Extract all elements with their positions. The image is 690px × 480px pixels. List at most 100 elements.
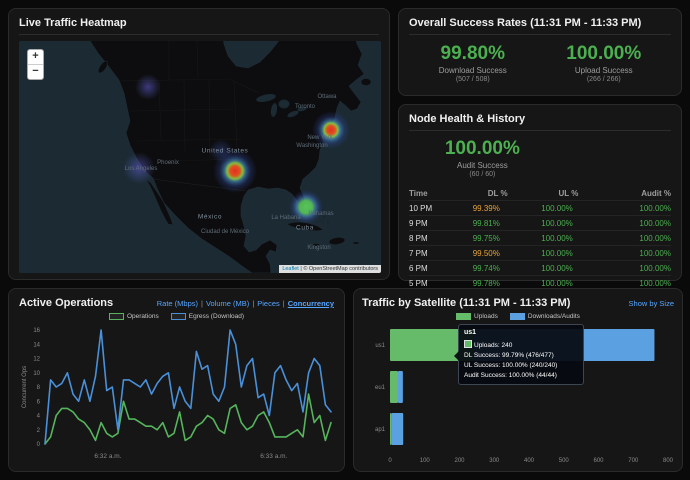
svg-text:800: 800 <box>663 458 674 464</box>
col-header-time: Time <box>409 189 451 198</box>
svg-text:us1: us1 <box>375 343 385 349</box>
col-header-audit: Audit % <box>592 189 671 198</box>
table-cell: 99.50% <box>451 249 522 258</box>
svg-text:500: 500 <box>559 458 570 464</box>
upload-success-value: 100.00% <box>566 43 641 65</box>
svg-text:0: 0 <box>37 442 41 448</box>
table-cell: 100.00% <box>522 249 593 258</box>
table-cell: 100.00% <box>522 219 593 228</box>
metric-link-concurrency[interactable]: Concurrency <box>288 299 334 308</box>
svg-text:eu1: eu1 <box>375 385 386 391</box>
audit-success-value: 100.00% <box>409 138 556 160</box>
svg-text:0: 0 <box>388 458 392 464</box>
svg-text:100: 100 <box>420 458 431 464</box>
table-cell: 99.75% <box>451 234 522 243</box>
table-row: 7 PM99.50%100.00%100.00% <box>409 245 671 260</box>
panel-node-health: Node Health & History 100.00% Audit Succ… <box>398 104 682 281</box>
legend-swatch <box>171 313 186 320</box>
zoom-out-button[interactable]: − <box>28 65 43 79</box>
metric-link-volume-mb[interactable]: Volume (MB) <box>206 299 249 308</box>
map-attribution: Leaflet | © OpenStreetMap contributors <box>279 265 381 273</box>
satellite-bar-chart[interactable]: 0100200300400500600700800us1eu1ap1 us1 U… <box>362 322 674 477</box>
ops-panel-title: Active Operations <box>19 297 113 311</box>
table-cell: 100.00% <box>522 279 593 288</box>
legend-item-egress-download[interactable]: Egress (Download) <box>171 313 244 320</box>
download-success-label: Download Success <box>439 66 507 75</box>
table-cell: 100.00% <box>592 264 671 273</box>
svg-text:400: 400 <box>524 458 535 464</box>
panel-traffic-by-satellite: Traffic by Satellite (11:31 PM - 11:33 P… <box>353 288 683 472</box>
ops-chart-svg: 0246810121416Concurrent Ops6:32 a.m.6:33… <box>19 322 336 472</box>
upload-success-stat: 100.00% Upload Success (266 / 266) <box>566 43 641 83</box>
table-cell: 99.81% <box>451 219 522 228</box>
bar-ap1-uploads[interactable] <box>390 413 391 445</box>
link-separator: | <box>201 299 203 308</box>
svg-text:2: 2 <box>37 428 41 434</box>
table-header-row: Time DL % UL % Audit % <box>409 186 671 200</box>
legend-item-downloads-audits[interactable]: Downloads/Audits <box>510 313 580 320</box>
health-history-table: Time DL % UL % Audit % 10 PM99.39%100.00… <box>409 186 671 290</box>
ops-metric-links: Rate (Mbps)|Volume (MB)|Pieces|Concurren… <box>157 299 334 308</box>
svg-text:700: 700 <box>628 458 639 464</box>
line-series-operations <box>45 394 331 444</box>
panel-active-operations: Active Operations Rate (Mbps)|Volume (MB… <box>8 288 345 472</box>
legend-label: Downloads/Audits <box>528 313 580 320</box>
table-cell: 8 PM <box>409 234 451 243</box>
table-cell: 100.00% <box>592 249 671 258</box>
legend-label: Operations <box>127 313 159 320</box>
table-cell: 99.74% <box>451 264 522 273</box>
osm-attribution-link[interactable]: © OpenStreetMap contributors <box>303 266 378 272</box>
svg-text:16: 16 <box>33 328 40 334</box>
heat-blob-new-york <box>312 111 350 149</box>
legend-item-uploads[interactable]: Uploads <box>456 313 498 320</box>
tooltip-line: Audit Success: 100.00% (44/44) <box>464 371 578 381</box>
svg-text:4: 4 <box>37 414 41 420</box>
success-panel-title: Overall Success Rates (11:31 PM - 11:33 … <box>409 17 671 35</box>
table-row: 8 PM99.75%100.00%100.00% <box>409 230 671 245</box>
table-cell: 100.00% <box>592 219 671 228</box>
legend-item-operations[interactable]: Operations <box>109 313 159 320</box>
map-canvas <box>19 41 381 273</box>
tooltip-uploads-swatch <box>464 340 472 348</box>
table-cell: 99.78% <box>451 279 522 288</box>
table-cell: 100.00% <box>522 234 593 243</box>
table-cell: 10 PM <box>409 204 451 213</box>
svg-text:12: 12 <box>33 357 40 363</box>
traffic-heatmap-map[interactable]: OttawaTorontoNew YorkWashingtonUnited St… <box>19 41 381 273</box>
svg-text:Concurrent Ops: Concurrent Ops <box>22 366 28 408</box>
table-row: 6 PM99.74%100.00%100.00% <box>409 260 671 275</box>
ops-line-chart[interactable]: 0246810121416Concurrent Ops6:32 a.m.6:33… <box>19 322 334 477</box>
svg-text:6:33 a.m.: 6:33 a.m. <box>260 453 287 460</box>
svg-text:ap1: ap1 <box>375 427 386 433</box>
leaflet-link[interactable]: Leaflet <box>282 266 299 272</box>
bar-eu1-uploads[interactable] <box>390 371 398 403</box>
tooltip-detail-lines: DL Success: 99.79% (476/477)UL Success: … <box>464 351 578 381</box>
show-by-size-link[interactable]: Show by Size <box>629 299 674 308</box>
table-cell: 100.00% <box>592 279 671 288</box>
panel-overall-success-rates: Overall Success Rates (11:31 PM - 11:33 … <box>398 8 682 96</box>
heat-blob-west-canada <box>135 74 161 100</box>
bar-tooltip: us1 Uploads: 240 DL Success: 99.79% (476… <box>458 324 584 385</box>
table-cell: 100.00% <box>592 204 671 213</box>
download-success-count: (507 / 508) <box>439 76 507 83</box>
bar-ap1-downloads-audits[interactable] <box>391 413 403 445</box>
metric-link-pieces[interactable]: Pieces <box>257 299 280 308</box>
table-row: 9 PM99.81%100.00%100.00% <box>409 215 671 230</box>
zoom-in-button[interactable]: + <box>28 50 43 65</box>
bar-eu1-downloads-audits[interactable] <box>398 371 403 403</box>
audit-success-stat: 100.00% Audit Success (60 / 60) <box>409 138 556 178</box>
health-table-rows: 10 PM99.39%100.00%100.00%9 PM99.81%100.0… <box>409 200 671 290</box>
table-cell: 100.00% <box>522 264 593 273</box>
sat-panel-title: Traffic by Satellite (11:31 PM - 11:33 P… <box>362 297 570 311</box>
svg-text:600: 600 <box>593 458 604 464</box>
svg-text:8: 8 <box>37 385 41 391</box>
table-row: 10 PM99.39%100.00%100.00% <box>409 200 671 215</box>
heat-blob-central-us <box>209 139 233 163</box>
attribution-separator: | <box>300 266 301 272</box>
svg-text:6: 6 <box>37 399 41 405</box>
table-cell: 9 PM <box>409 219 451 228</box>
svg-text:6:32 a.m.: 6:32 a.m. <box>94 453 121 460</box>
dashboard: Live Traffic Heatmap <box>0 0 690 480</box>
svg-text:10: 10 <box>33 371 40 377</box>
metric-link-rate-mbps[interactable]: Rate (Mbps) <box>157 299 198 308</box>
